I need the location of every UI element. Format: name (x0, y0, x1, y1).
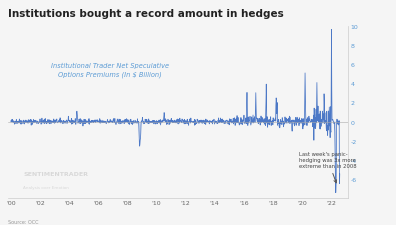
Text: SENTIMENTRADER: SENTIMENTRADER (23, 171, 88, 176)
Text: Institutions bought a record amount in hedges: Institutions bought a record amount in h… (8, 9, 284, 19)
Text: Source: OCC: Source: OCC (8, 219, 38, 224)
Text: Last week's panic-
hedging was 3x more
extreme than in 2008: Last week's panic- hedging was 3x more e… (299, 152, 357, 183)
Text: Institutional Trader Net Speculative
Options Premiums (In $ Billion): Institutional Trader Net Speculative Opt… (51, 62, 169, 77)
Text: Analysis over Emotion: Analysis over Emotion (23, 185, 69, 189)
